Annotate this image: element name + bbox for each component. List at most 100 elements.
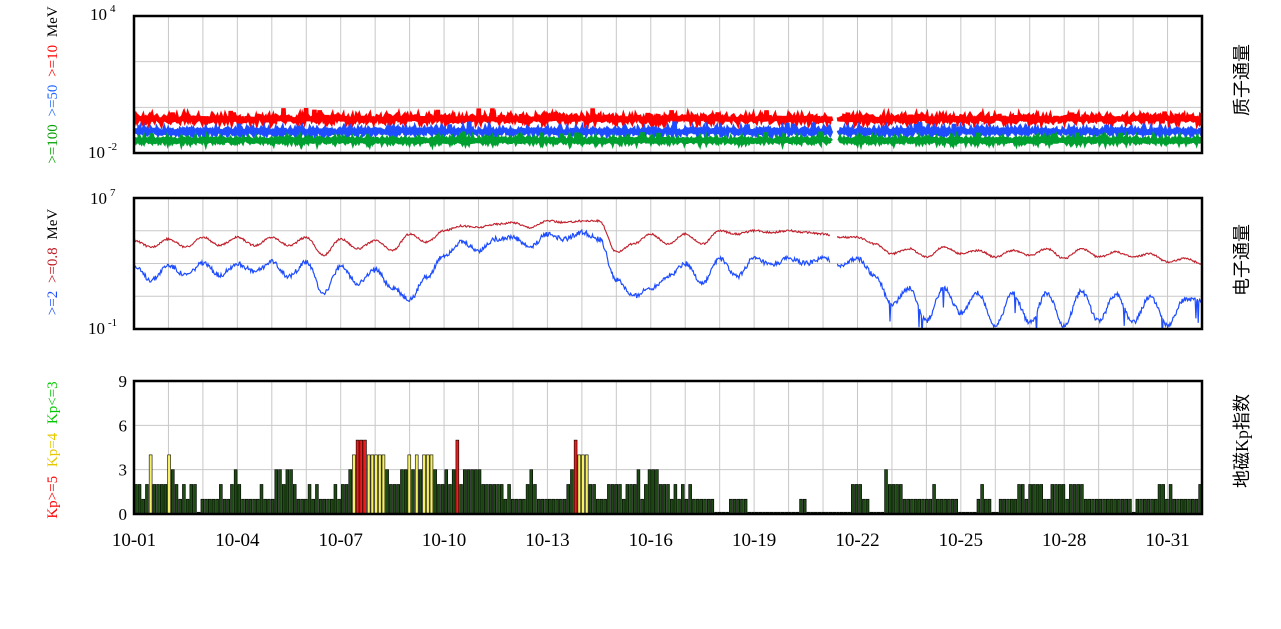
kp-bar <box>440 484 445 515</box>
kp-bar <box>570 469 574 515</box>
kp-index-plot-frame <box>132 379 1204 516</box>
kp-bar <box>1080 484 1084 515</box>
kp-bar <box>341 484 345 515</box>
electron-flux-grid <box>134 198 1202 329</box>
kp-bar <box>185 498 190 515</box>
kp-bar <box>474 469 478 515</box>
kp-bar <box>902 498 907 515</box>
kp-bar <box>851 484 855 515</box>
kp-bar <box>200 498 205 515</box>
electron-y-tick-top: 10 7 <box>90 187 116 208</box>
kp-bar <box>496 484 500 515</box>
kp-bar <box>891 484 896 515</box>
kp-bar <box>932 484 936 515</box>
kp-bar <box>1165 498 1169 515</box>
kp-bar <box>1069 484 1073 515</box>
kp-bar <box>862 498 866 515</box>
kp-bar <box>293 484 297 515</box>
kp-bar <box>943 498 947 515</box>
kp-bar <box>281 484 286 515</box>
kp-bar <box>998 498 1003 515</box>
kp-bar <box>304 498 308 515</box>
kp-bar <box>917 498 922 515</box>
proton-flux-series-line <box>135 130 1201 151</box>
kp-bar <box>692 498 696 515</box>
kp-bar <box>1157 484 1162 515</box>
kp-bar <box>414 454 419 515</box>
kp-bar <box>684 498 689 515</box>
kp-bar <box>448 484 452 515</box>
kp-bar <box>1109 498 1114 515</box>
kp-bar <box>392 484 397 515</box>
kp-bar <box>596 498 600 515</box>
electron-flux-panel: 10 7 10 -1 >=2 >=0.8 MeV 电子通量 <box>45 187 1252 338</box>
kp-bar <box>547 498 552 515</box>
kp-bar <box>1124 498 1128 515</box>
kp-bar <box>636 469 641 515</box>
kp-bar <box>647 469 652 515</box>
kp-bar <box>799 498 803 515</box>
kp-bar <box>429 454 434 515</box>
proton-flux-series <box>135 107 1201 151</box>
kp-bar <box>1113 498 1117 515</box>
kp-bar <box>1017 484 1021 515</box>
kp-bar <box>355 439 360 515</box>
kp-bar <box>732 498 737 515</box>
kp-bar <box>396 484 400 515</box>
kp-bar <box>137 484 142 515</box>
kp-index-panel: 9 6 3 0 10-01 10-04 10-07 10-10 10-13 10-16 10-19… <box>45 372 1252 551</box>
kp-bar <box>629 484 633 515</box>
kp-bar <box>311 498 315 515</box>
kp-bar <box>1102 498 1106 515</box>
kp-bar <box>1032 484 1036 515</box>
kp-bar <box>1021 484 1025 515</box>
kp-bar <box>802 498 807 515</box>
kp-bar <box>658 484 663 515</box>
kp-bar <box>459 484 463 515</box>
kp-bar <box>1150 498 1154 515</box>
kp-x-tick-label: 10-31 <box>1145 530 1189 551</box>
kp-bar <box>503 498 508 515</box>
kp-bar <box>451 469 456 515</box>
kp-bar <box>219 484 223 515</box>
kp-bar <box>370 454 375 515</box>
kp-bar <box>588 484 593 515</box>
kp-bar <box>145 484 149 515</box>
kp-bar <box>581 454 585 515</box>
kp-bar <box>156 484 160 515</box>
kp-bar <box>854 484 859 515</box>
kp-bar <box>385 469 389 515</box>
kp-x-tick-label: 10-01 <box>112 530 156 551</box>
kp-bar <box>887 484 892 515</box>
kp-bar <box>562 498 567 515</box>
proton-flux-series-line <box>135 107 1201 131</box>
proton-y-tick-bottom: 10 -2 <box>88 141 117 162</box>
kp-bar <box>703 498 707 515</box>
kp-bar <box>1039 484 1043 515</box>
kp-bar <box>551 498 556 515</box>
kp-bar <box>677 498 681 515</box>
kp-bar <box>592 484 596 515</box>
kp-bar <box>485 484 489 515</box>
kp-bar <box>1187 498 1191 515</box>
kp-bar <box>947 498 951 515</box>
kp-bar <box>1161 484 1165 515</box>
kp-bar <box>499 484 504 515</box>
kp-bar <box>481 484 485 515</box>
kp-bar <box>906 498 910 515</box>
proton-flux-axis-title: 质子通量 <box>1232 44 1252 116</box>
kp-bar <box>352 454 356 515</box>
kp-bar <box>256 498 260 515</box>
kp-bar <box>1072 484 1077 515</box>
kp-bar <box>1002 498 1007 515</box>
kp-bar <box>267 498 271 515</box>
kp-bar <box>688 484 692 515</box>
kp-bar <box>1179 498 1184 515</box>
kp-bar <box>740 498 744 515</box>
kp-bar <box>736 498 740 515</box>
kp-bar <box>1183 498 1188 515</box>
kp-bar <box>389 484 393 515</box>
kp-bar <box>492 484 497 515</box>
kp-y-tick-labels: 9 6 3 0 <box>119 372 128 524</box>
